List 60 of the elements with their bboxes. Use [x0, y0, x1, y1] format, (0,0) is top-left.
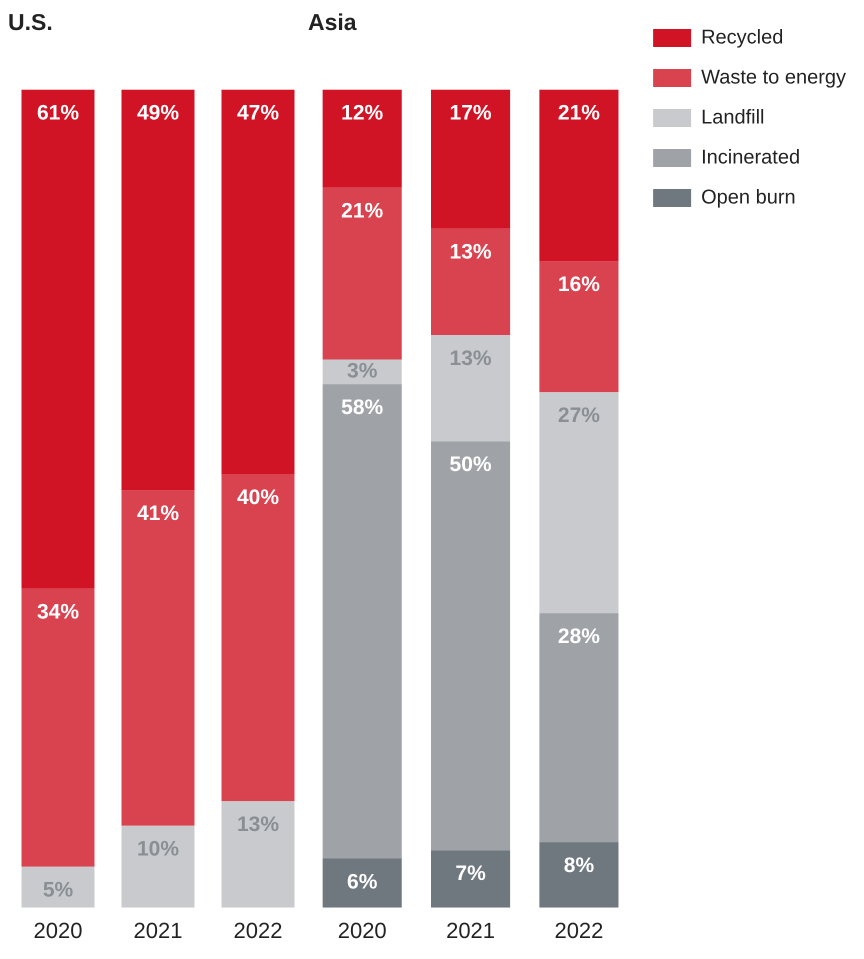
bar [322, 188, 402, 360]
x-tick-label: 2021 [134, 918, 182, 943]
x-tick-label: 2022 [234, 918, 282, 943]
bar [431, 90, 510, 229]
bar [539, 613, 618, 842]
bar [431, 335, 510, 442]
bar [431, 441, 510, 850]
data-label: 41% [136, 502, 180, 526]
data-label: 58% [341, 396, 384, 419]
bar [322, 858, 402, 908]
bar [539, 842, 618, 908]
x-tick-label: 2021 [446, 918, 496, 943]
data-label: 47% [236, 101, 280, 124]
bar [539, 261, 618, 392]
data-label: 12% [341, 101, 384, 124]
data-label: 17% [450, 101, 492, 124]
data-label: 6% [347, 870, 378, 894]
data-label: 61% [36, 101, 80, 124]
data-label: 50% [450, 453, 492, 476]
bar [222, 801, 294, 908]
legend-label: Incinerated [701, 146, 800, 169]
bar [539, 392, 618, 614]
legend-label: Waste to energy [701, 66, 846, 89]
data-label: 8% [564, 854, 594, 877]
data-label: 13% [450, 346, 492, 370]
data-label: 13% [236, 813, 280, 836]
data-label: 10% [136, 838, 180, 861]
x-tick-label: 2020 [338, 918, 387, 943]
bar [122, 826, 194, 908]
data-label: 7% [455, 862, 486, 886]
bar [322, 90, 402, 188]
data-label: 21% [341, 200, 384, 223]
bar [431, 228, 510, 335]
data-label: 21% [558, 101, 600, 124]
data-label: 40% [236, 486, 280, 509]
data-label: 13% [450, 240, 492, 264]
bar [22, 866, 94, 908]
x-tick-label: 2020 [34, 918, 82, 943]
chart-title: U.S. [8, 9, 53, 36]
bar [122, 90, 194, 490]
legend-label: Landfill [701, 106, 765, 129]
data-label: 27% [558, 404, 600, 428]
data-label: 16% [558, 273, 600, 296]
data-label: 5% [42, 878, 74, 902]
legend-label: Open burn [701, 186, 796, 209]
bar [22, 90, 94, 589]
bar [431, 850, 510, 908]
chart-title: Asia [308, 9, 357, 36]
bar [22, 588, 94, 867]
bar [222, 474, 294, 802]
legend-label: Recycled [701, 26, 784, 49]
bar [539, 90, 618, 262]
data-label: 34% [36, 600, 80, 624]
data-label: 3% [347, 360, 378, 383]
bar [222, 90, 294, 474]
bar [122, 490, 194, 826]
data-label: 28% [558, 624, 600, 648]
x-tick-label: 2022 [554, 918, 604, 943]
data-label: 49% [136, 101, 180, 124]
bar [322, 384, 402, 859]
